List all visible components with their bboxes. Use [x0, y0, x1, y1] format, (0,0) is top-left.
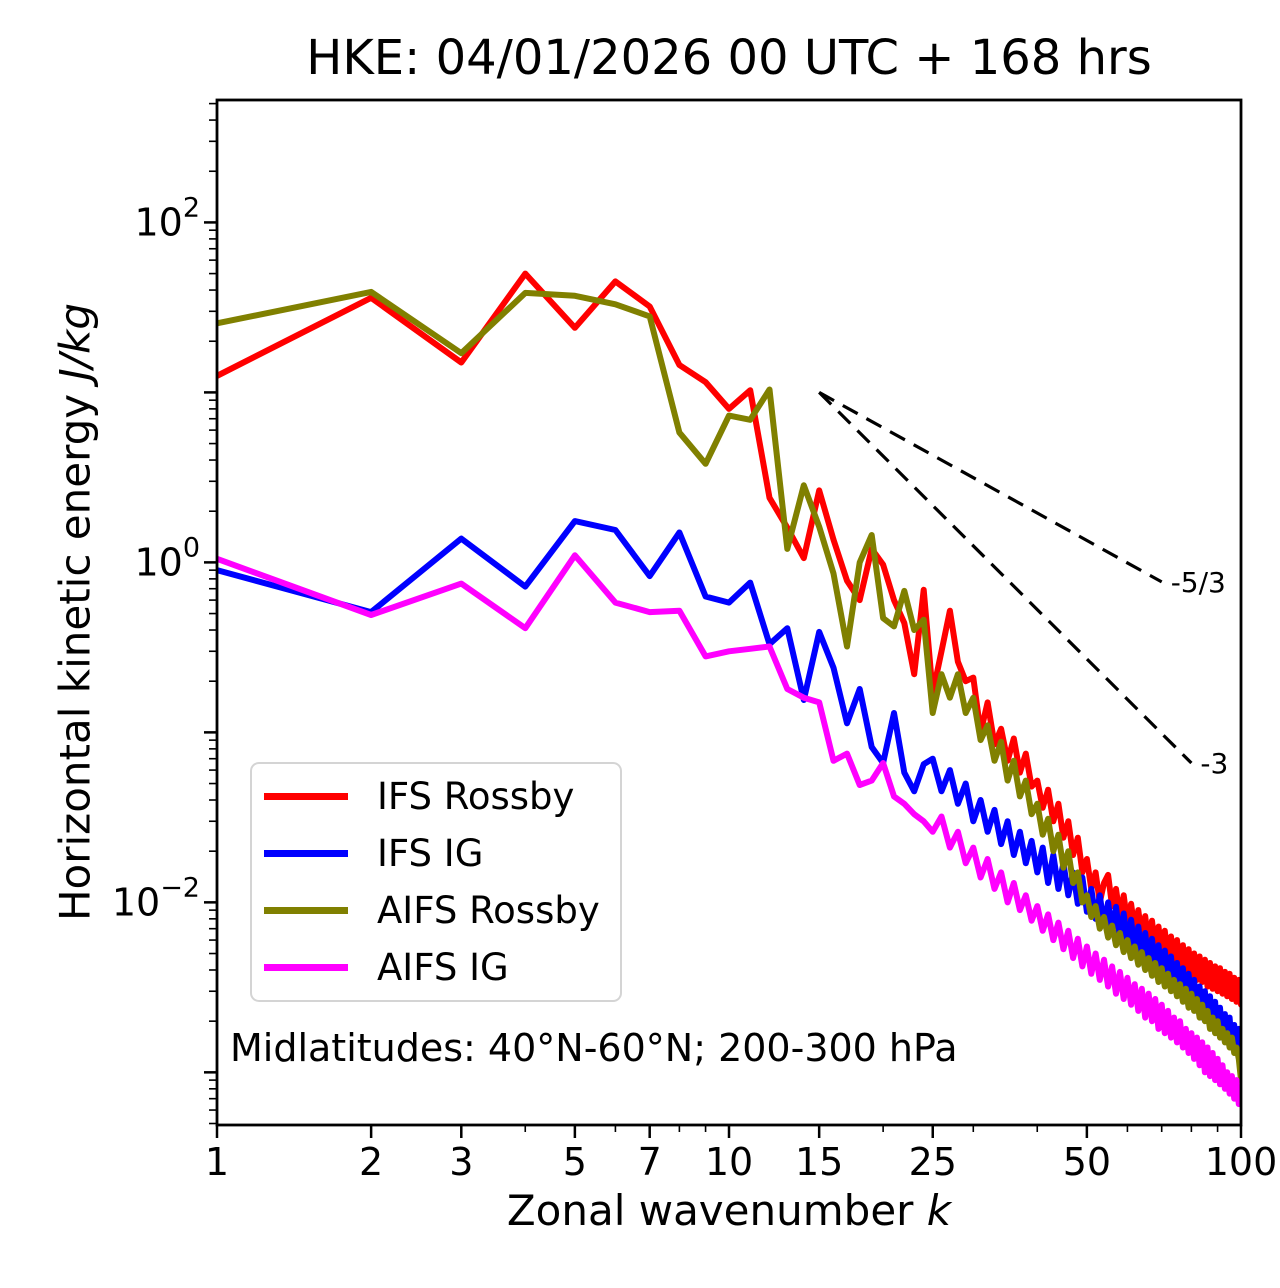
legend-line-sample-red — [264, 793, 348, 800]
plot-border — [215, 98, 1243, 1127]
svg-text:5: 5 — [563, 1140, 587, 1184]
y-axis-tick-labels: 102 100 10−2 — [112, 192, 200, 924]
reference-line-minus-3 — [818, 391, 1193, 765]
x-axis-tick-labels: 1 2 3 5 7 10 15 25 50 100 — [205, 1140, 1277, 1184]
legend-line-sample-olive — [264, 907, 348, 914]
chart-title: HKE: 04/01/2026 00 UTC + 168 hrs — [306, 30, 1152, 86]
svg-text:7: 7 — [638, 1140, 662, 1184]
region-annotation: Midlatitudes: 40°N-60°N; 200-300 hPa — [230, 1026, 958, 1070]
svg-text:50: 50 — [1063, 1140, 1111, 1184]
x-axis-label-symbol: k — [926, 1186, 952, 1235]
reference-line-label-minus-5-3: -5/3 — [1171, 566, 1226, 599]
legend-label: IFS Rossby — [377, 775, 575, 818]
legend-item-aifs-rossby: AIFS Rossby — [264, 883, 620, 939]
y-axis-label: Horizontal kinetic energy J/kg — [51, 303, 100, 921]
svg-text:25: 25 — [909, 1140, 957, 1184]
legend-line-sample-blue — [264, 850, 348, 857]
legend-label: AIFS Rossby — [377, 889, 600, 932]
svg-text:100: 100 — [1205, 1140, 1278, 1184]
legend-label: IFS IG — [377, 832, 484, 875]
reference-line-label-minus-3: -3 — [1200, 747, 1228, 780]
y-axis-ticks — [204, 102, 217, 1125]
legend-item-ifs-rossby: IFS Rossby — [264, 769, 620, 825]
svg-text:10−2: 10−2 — [112, 872, 200, 924]
svg-text:3: 3 — [449, 1140, 473, 1184]
reference-line-minus-5-3 — [818, 391, 1163, 584]
y-axis-label-text: Horizontal kinetic energy — [50, 380, 100, 922]
svg-text:1: 1 — [205, 1140, 229, 1184]
legend: IFS Rossby IFS IG AIFS Rossby AIFS IG — [250, 762, 622, 1002]
svg-text:2: 2 — [359, 1140, 383, 1184]
svg-text:10: 10 — [705, 1140, 753, 1184]
x-axis-ticks — [215, 1125, 1243, 1138]
x-axis-label: Zonal wavenumber k — [217, 1186, 1241, 1235]
y-axis-label-units: J/kg — [50, 302, 100, 381]
series-line-aifs-rossby — [217, 288, 1241, 1084]
svg-text:15: 15 — [795, 1140, 843, 1184]
svg-text:100: 100 — [134, 532, 200, 584]
legend-item-aifs-ig: AIFS IG — [264, 940, 620, 996]
legend-item-ifs-ig: IFS IG — [264, 826, 620, 882]
legend-label: AIFS IG — [377, 946, 509, 989]
series-line-aifs-ig — [217, 552, 1241, 1108]
svg-text:102: 102 — [134, 192, 200, 244]
x-axis-label-text: Zonal wavenumber — [506, 1186, 927, 1235]
legend-line-sample-magenta — [264, 964, 348, 971]
